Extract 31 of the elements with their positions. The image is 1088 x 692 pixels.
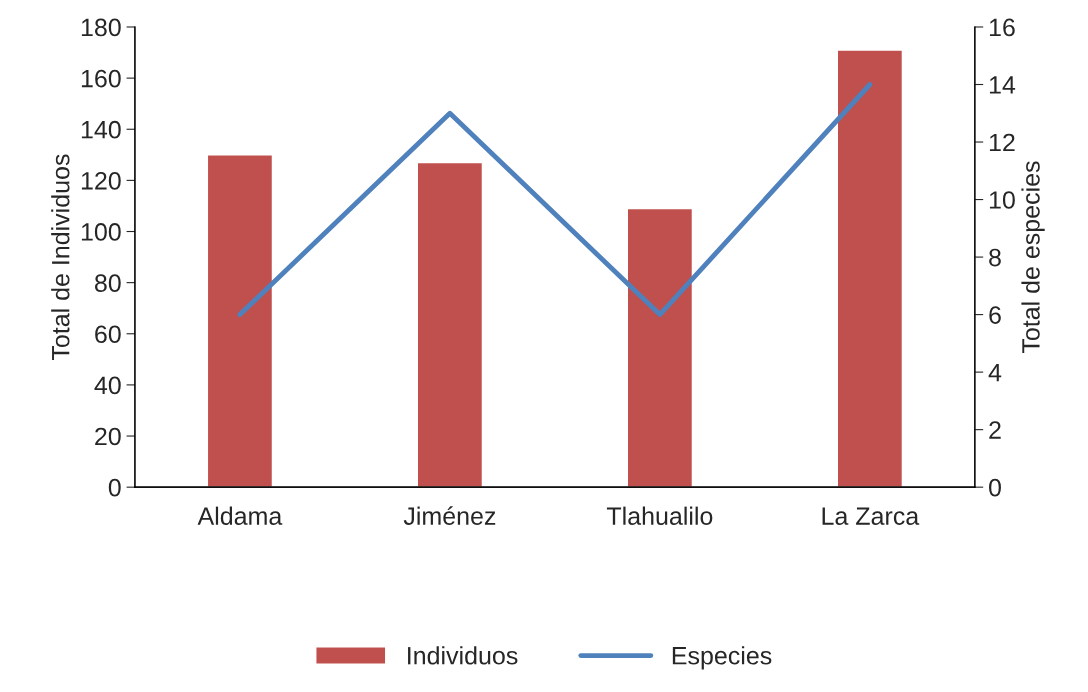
y-tick-label: 120: [81, 171, 121, 190]
y-tick-label: 0: [108, 478, 121, 497]
y2-tick-label: 12: [989, 133, 1015, 152]
y2-tick-label: 4: [988, 363, 1002, 382]
x-tick-label: Tlahualilo: [606, 506, 713, 525]
y-tick-label: 40: [94, 376, 121, 395]
bar: [206, 154, 274, 488]
y-axis-title: Total de Individuos: [51, 154, 70, 361]
bar: [836, 49, 904, 488]
y2-tick-label: 14: [989, 76, 1016, 94]
bar: [626, 207, 694, 488]
x-tick-label: La Zarca: [822, 507, 920, 525]
legend-label: Individuos: [408, 646, 518, 665]
x-tick-label: Aldama: [197, 506, 283, 525]
y-tick-label: 60: [95, 325, 121, 344]
bar: [416, 161, 484, 488]
y-tick-label: 180: [81, 18, 121, 37]
x-tick-label: Jiménez: [403, 506, 496, 525]
y2-tick-label: 6: [989, 306, 1001, 324]
y2-axis-title: Total de especies: [1021, 161, 1045, 354]
y2-tick-label: 0: [989, 478, 1001, 497]
y-tick-label: 20: [95, 427, 121, 446]
y2-tick-label: 2: [989, 421, 1001, 439]
y2-tick-label: 16: [989, 18, 1015, 37]
y2-tick-label: 10: [989, 191, 1015, 209]
y-tick-label: 140: [81, 120, 121, 139]
legend-label: Especies: [672, 646, 772, 670]
y-tick-label: 100: [81, 223, 121, 241]
y-tick-label: 160: [81, 69, 121, 88]
y-tick-label: 80: [95, 274, 121, 292]
y2-tick-label: 8: [989, 248, 1001, 267]
